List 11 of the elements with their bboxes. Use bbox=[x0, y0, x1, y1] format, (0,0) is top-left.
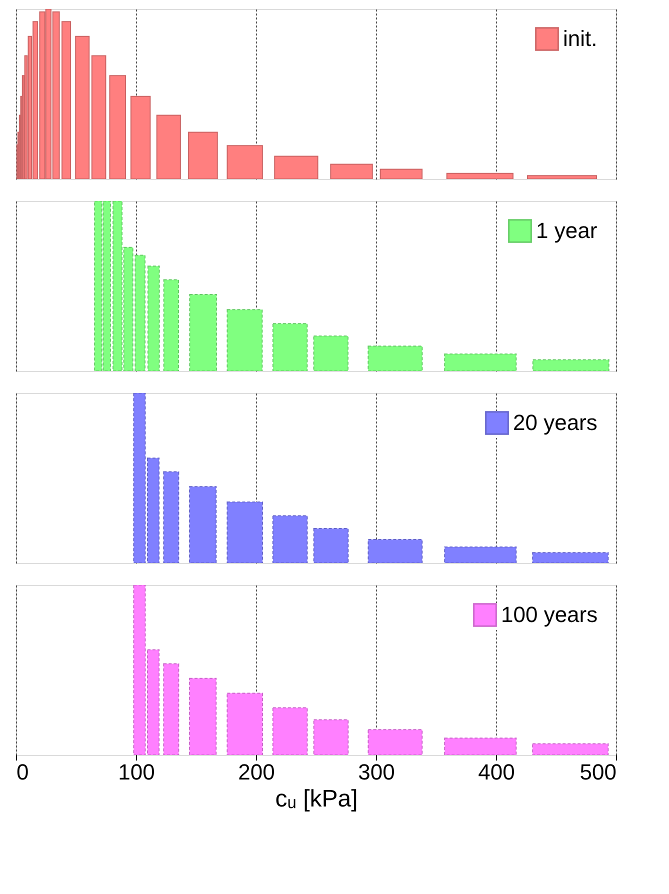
x-tick-label: 100 bbox=[118, 760, 155, 784]
legend-label: 100 years bbox=[501, 602, 598, 627]
x-axis-title: cᵤ [kPa] bbox=[275, 786, 358, 812]
legend-label: init. bbox=[563, 26, 598, 51]
x-tick-label: 300 bbox=[358, 760, 395, 784]
x-tick-label: 200 bbox=[238, 760, 275, 784]
x-tick-label: 0 bbox=[16, 760, 29, 784]
x-tick-label: 400 bbox=[478, 760, 515, 784]
x-tick-label: 500 bbox=[580, 760, 616, 784]
legend-label: 1 year bbox=[536, 218, 598, 243]
legend-label: 20 years bbox=[513, 410, 598, 435]
